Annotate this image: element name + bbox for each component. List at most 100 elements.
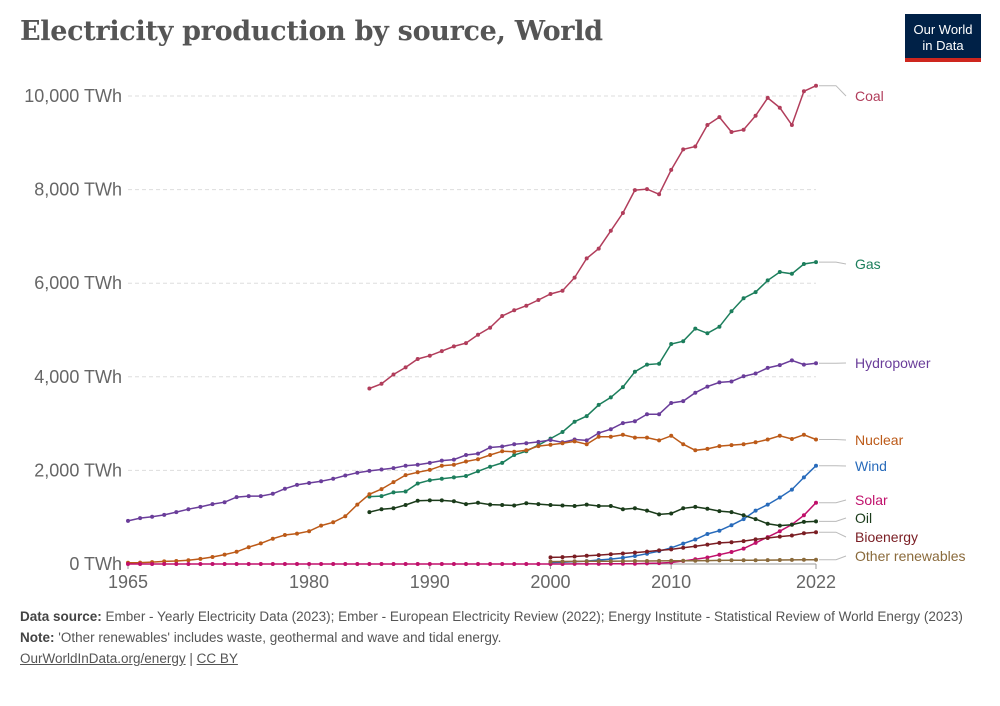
data-point — [572, 559, 577, 564]
data-point — [584, 502, 589, 507]
data-point — [488, 453, 493, 457]
data-point — [355, 502, 360, 507]
data-point — [476, 500, 480, 505]
data-point — [620, 421, 625, 426]
data-point — [234, 495, 239, 500]
data-point — [620, 507, 625, 512]
data-point — [367, 510, 372, 515]
data-point — [777, 363, 782, 368]
data-point — [777, 534, 782, 539]
data-point — [512, 449, 517, 454]
data-point — [620, 551, 625, 556]
data-point — [379, 562, 384, 566]
data-point — [693, 390, 698, 395]
data-point — [669, 558, 674, 563]
data-point — [548, 442, 553, 447]
data-point — [801, 89, 806, 94]
data-point — [464, 459, 468, 464]
data-point — [367, 492, 372, 497]
data-point — [126, 518, 130, 523]
data-point — [741, 296, 746, 301]
data-point — [669, 167, 674, 172]
note: Note: 'Other renewables' includes waste,… — [20, 629, 980, 647]
label-connector-oil — [819, 517, 847, 522]
data-point — [753, 290, 758, 295]
data-point — [632, 559, 637, 563]
data-point — [548, 503, 553, 507]
data-point — [765, 95, 770, 100]
data-point — [681, 339, 686, 344]
source-note: Data source: Ember - Yearly Electricity … — [20, 608, 980, 626]
data-point — [186, 507, 191, 512]
data-point — [307, 481, 312, 485]
data-point — [632, 419, 637, 424]
series-line-oil — [369, 499, 817, 527]
data-point — [584, 438, 589, 443]
label-connector-bioenergy — [819, 531, 847, 538]
data-point — [560, 555, 565, 560]
data-point — [657, 558, 662, 563]
label-connector-solar — [819, 499, 847, 504]
owid-energy-link[interactable]: OurWorldInData.org/energy — [20, 651, 186, 666]
data-point — [801, 557, 806, 562]
data-point — [608, 427, 613, 432]
data-point — [488, 325, 493, 330]
series-label-bioenergy: Bioenergy — [855, 529, 918, 545]
series-line-solar — [128, 502, 817, 565]
data-point — [717, 324, 722, 329]
data-point — [234, 549, 239, 554]
data-point — [379, 494, 384, 499]
data-point — [584, 442, 589, 447]
data-point — [632, 188, 637, 193]
data-point — [801, 432, 806, 437]
data-point — [427, 498, 432, 503]
data-point — [415, 357, 420, 361]
data-point — [777, 529, 782, 534]
series-line-hydropower — [127, 359, 817, 522]
data-point — [753, 371, 758, 376]
data-point — [319, 523, 324, 528]
data-point — [282, 562, 287, 566]
data-point — [451, 562, 456, 566]
data-point — [789, 557, 794, 562]
data-point — [258, 562, 263, 566]
data-point — [632, 554, 637, 558]
y-tick-label: 10,000 TWh — [24, 86, 122, 106]
data-point — [512, 503, 517, 508]
data-point — [705, 446, 710, 451]
data-point — [777, 558, 782, 562]
data-point — [620, 211, 625, 215]
data-point — [295, 562, 299, 566]
data-point — [729, 523, 734, 528]
license-link[interactable]: CC BY — [196, 651, 238, 666]
data-point — [596, 559, 601, 564]
data-point — [814, 361, 818, 366]
data-point — [512, 442, 517, 447]
data-point — [584, 256, 589, 261]
data-point — [693, 537, 698, 542]
chart-footer: Data source: Ember - Yearly Electricity … — [20, 608, 980, 671]
owid-logo[interactable]: Our World in Data — [905, 14, 981, 62]
data-point — [584, 559, 589, 564]
data-point — [801, 362, 806, 367]
x-tick-label: 1965 — [108, 572, 148, 592]
data-point — [403, 503, 408, 507]
data-point — [367, 468, 372, 473]
data-point — [681, 541, 686, 546]
x-tick-label: 2010 — [651, 572, 691, 592]
data-point — [596, 402, 601, 407]
data-point — [162, 512, 167, 517]
data-point — [174, 562, 179, 566]
x-tick-label: 1980 — [289, 572, 329, 592]
data-point — [439, 562, 444, 566]
data-point — [693, 558, 698, 563]
data-point — [645, 187, 649, 192]
series-label-solar: Solar — [855, 492, 888, 508]
data-point — [765, 521, 770, 526]
data-point — [717, 552, 722, 557]
data-point — [427, 562, 432, 566]
data-point — [379, 381, 384, 386]
data-point — [657, 412, 662, 417]
line-chart: 0 TWh 2,000 TWh 4,000 TWh 6,000 TWh 8,000 TW… — [24, 83, 966, 592]
data-point — [669, 511, 674, 516]
